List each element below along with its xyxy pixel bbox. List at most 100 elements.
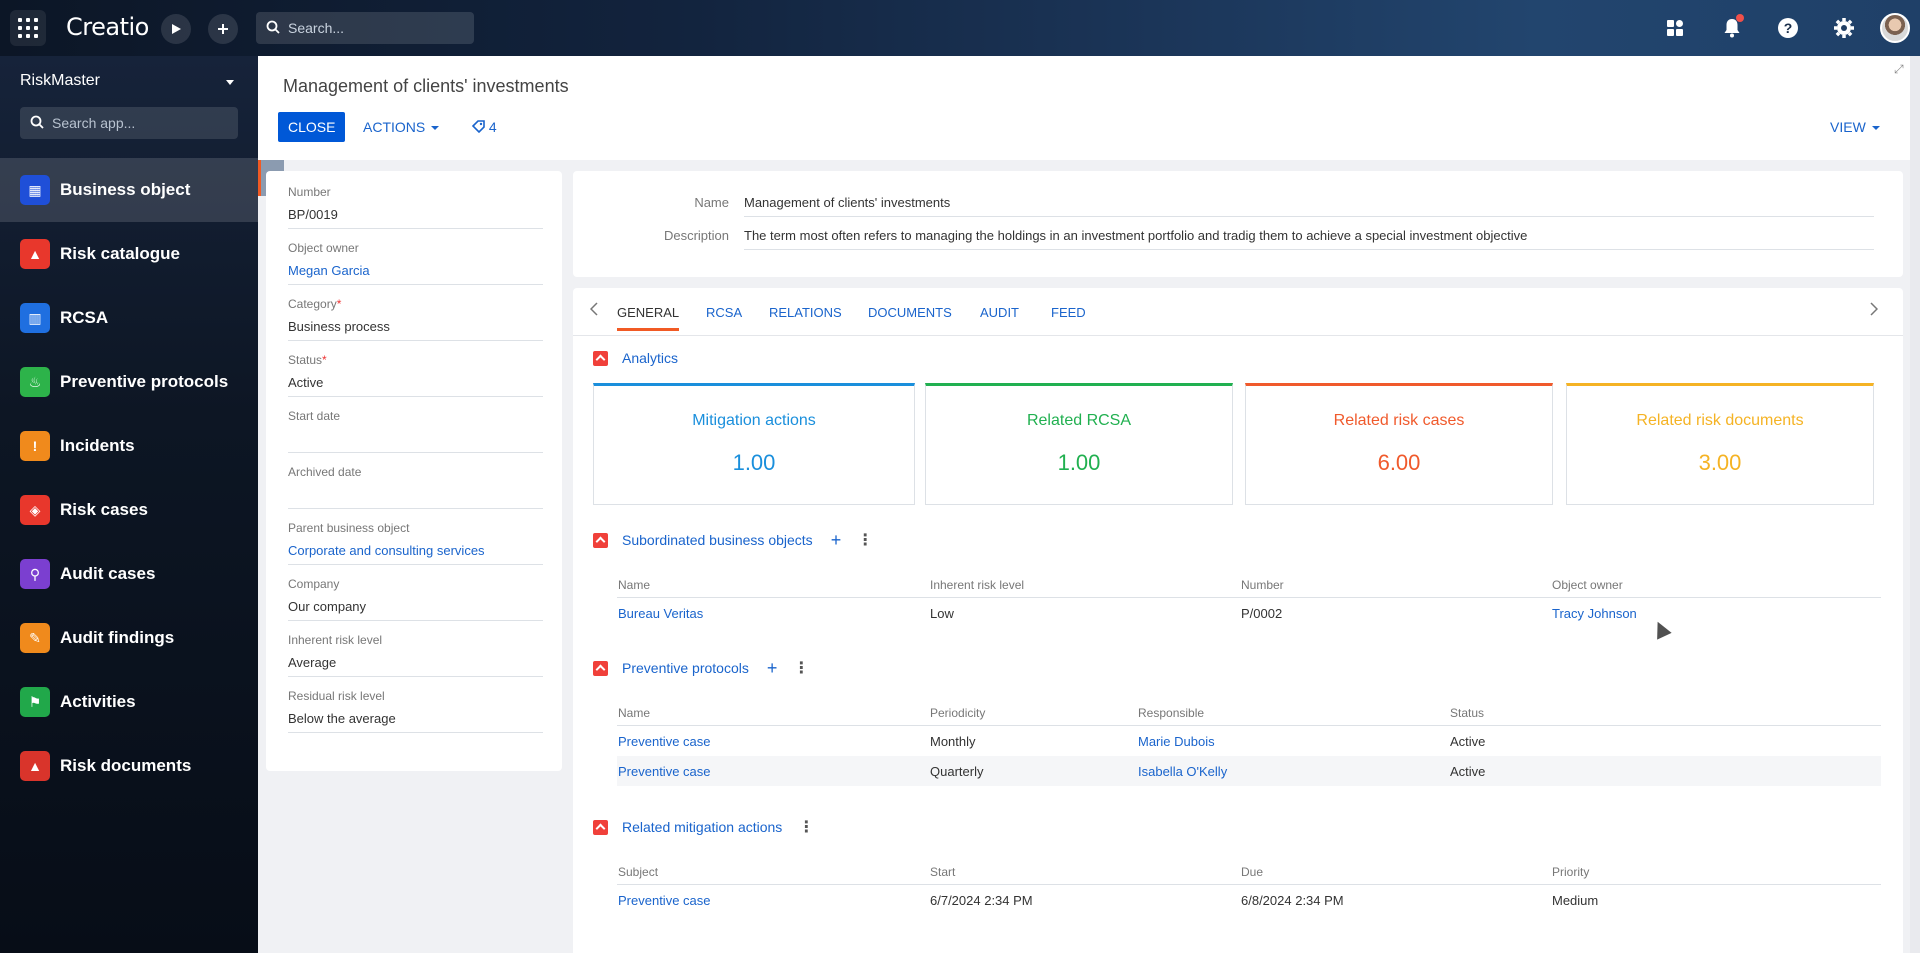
app-search-input[interactable]: Search app... <box>20 107 238 139</box>
column-header[interactable]: Responsible <box>1138 706 1205 720</box>
field-value[interactable]: Below the average <box>288 711 543 733</box>
column-header[interactable]: Name <box>618 578 651 592</box>
sidebar-item-business-object[interactable]: ▦ Business object <box>0 158 258 222</box>
more-options-icon[interactable]: ⋮ <box>793 660 809 677</box>
table-row[interactable]: Bureau Veritas Low P/0002 Tracy Johnson <box>617 598 1881 628</box>
tab-relations[interactable]: RELATIONS <box>769 305 842 320</box>
tab-feed[interactable]: FEED <box>1051 305 1086 320</box>
field-parent-business-object: Parent business object Corporate and cons… <box>288 521 543 565</box>
main-area: Management of clients' investments CLOSE… <box>258 56 1920 953</box>
apps-grid-icon[interactable] <box>10 10 46 46</box>
analytics-section-header[interactable]: Analytics <box>593 348 678 368</box>
sidebar-item-risk-documents[interactable]: ▲ Risk documents <box>0 734 258 798</box>
preventive-title[interactable]: Preventive protocols <box>622 660 749 676</box>
column-header[interactable]: Start <box>930 865 956 879</box>
field-inherent-risk-level: Inherent risk level Average <box>288 633 543 677</box>
table-cell[interactable]: Preventive case <box>618 764 711 779</box>
scrollbar[interactable] <box>1910 56 1920 953</box>
user-avatar[interactable] <box>1880 13 1910 43</box>
dashboards-icon[interactable] <box>1661 14 1689 42</box>
table-cell[interactable]: Tracy Johnson <box>1552 606 1637 621</box>
sidebar-item-risk-cases[interactable]: ◈ Risk cases <box>0 478 258 542</box>
column-header[interactable]: Priority <box>1552 865 1590 879</box>
tags-button[interactable]: 4 <box>471 119 497 135</box>
column-header[interactable]: Number <box>1241 578 1284 592</box>
table-row[interactable]: Preventive case Quarterly Isabella O'Kelly… <box>617 756 1881 786</box>
more-options-icon[interactable]: ⋮ <box>857 532 873 549</box>
column-header[interactable]: Object owner <box>1552 578 1623 592</box>
collapse-icon[interactable] <box>593 660 608 676</box>
workspace-caret-icon[interactable] <box>226 80 234 85</box>
sidebar-item-activities[interactable]: ⚑ Activities <box>0 670 258 734</box>
description-field[interactable]: The term most often refers to managing t… <box>744 228 1874 250</box>
collapse-icon[interactable] <box>593 350 608 366</box>
sidebar-item-audit-findings[interactable]: ✎ Audit findings <box>0 606 258 670</box>
field-value[interactable]: Business process <box>288 319 543 341</box>
mitigation-title[interactable]: Related mitigation actions <box>622 819 783 835</box>
column-header[interactable]: Due <box>1241 865 1264 879</box>
workspace-title[interactable]: RiskMaster <box>20 72 101 89</box>
column-header[interactable]: Status <box>1450 706 1485 720</box>
sidebar-item-label: Incidents <box>60 436 135 455</box>
table-cell[interactable]: Isabella O'Kelly <box>1138 764 1228 779</box>
table-cell: Active <box>1450 734 1486 749</box>
field-label-text: Residual risk level <box>288 689 385 703</box>
kpi-title: Related RCSA <box>1026 412 1132 429</box>
field-value[interactable]: Our company <box>288 599 543 621</box>
chevron-down-icon <box>1871 126 1880 131</box>
field-value[interactable]: Megan Garcia <box>288 263 543 285</box>
field-value[interactable] <box>288 431 543 453</box>
table-cell[interactable]: Preventive case <box>618 734 711 749</box>
column-header[interactable]: Inherent risk level <box>930 578 1025 592</box>
field-value[interactable] <box>288 487 543 509</box>
bell-icon[interactable] <box>1718 14 1746 42</box>
field-value[interactable]: Corporate and consulting services <box>288 543 543 565</box>
kpi-tile-mitigation-actions[interactable]: Mitigation actions 1.00 <box>593 383 915 505</box>
sidebar-item-preventive-protocols[interactable]: ♨ Preventive protocols <box>0 350 258 414</box>
table-row[interactable]: Preventive case Monthly Marie Dubois Active <box>617 726 1881 756</box>
chevron-right-icon[interactable] <box>1870 302 1879 321</box>
view-button[interactable]: VIEW <box>1830 119 1880 135</box>
add-icon[interactable]: + <box>830 530 842 550</box>
add-icon[interactable]: + <box>766 658 778 678</box>
field-value[interactable]: BP/0019 <box>288 207 543 229</box>
sidebar-item-audit-cases[interactable]: ⚲ Audit cases <box>0 542 258 606</box>
kpi-tile-related-rcsa[interactable]: Related RCSA 1.00 <box>925 383 1233 505</box>
column-header[interactable]: Periodicity <box>930 706 986 720</box>
column-header[interactable]: Name <box>618 706 651 720</box>
tab-audit[interactable]: AUDIT <box>980 305 1019 320</box>
sidebar-item-incidents[interactable]: ! Incidents <box>0 414 258 478</box>
chevron-left-icon[interactable] <box>589 302 598 321</box>
field-value[interactable]: Average <box>288 655 543 677</box>
table-header: Name Inherent risk level Number Object owne… <box>617 568 1881 598</box>
collapse-icon[interactable] <box>593 819 608 835</box>
collapse-icon[interactable] <box>593 532 608 548</box>
sidebar-item-risk-catalogue[interactable]: ▲ Risk catalogue <box>0 222 258 286</box>
add-icon[interactable] <box>208 14 238 44</box>
table-row[interactable]: Preventive case 6/7/2024 2:34 PM 6/8/2024 … <box>617 885 1881 915</box>
kpi-tile-related-risk-documents[interactable]: Related risk documents 3.00 <box>1566 383 1874 505</box>
tab-rcsa[interactable]: RCSA <box>706 305 743 320</box>
field-value[interactable]: Active <box>288 375 543 397</box>
table-cell[interactable]: Marie Dubois <box>1138 734 1215 749</box>
global-search-input[interactable]: Search... <box>256 12 474 44</box>
tab-general[interactable]: GENERAL <box>617 305 680 331</box>
name-description-panel: Name Management of clients' investments … <box>573 171 1903 277</box>
run-process-icon[interactable] <box>161 14 191 44</box>
table-cell: 6/7/2024 2:34 PM <box>930 893 1033 908</box>
name-field[interactable]: Management of clients' investments <box>744 195 1874 217</box>
gear-icon[interactable] <box>1830 14 1858 42</box>
help-icon[interactable]: ? <box>1774 14 1802 42</box>
sidebar-item-rcsa[interactable]: ▥ RCSA <box>0 286 258 350</box>
more-options-icon[interactable]: ⋮ <box>798 819 814 836</box>
actions-button[interactable]: ACTIONS <box>363 119 440 135</box>
table-cell[interactable]: Preventive case <box>618 893 711 908</box>
name-label: Name <box>694 195 729 210</box>
expand-icon[interactable]: ⤢ <box>1894 62 1904 76</box>
table-cell[interactable]: Bureau Veritas <box>618 606 704 621</box>
kpi-tile-related-risk-cases[interactable]: Related risk cases 6.00 <box>1245 383 1553 505</box>
tab-documents[interactable]: DOCUMENTS <box>868 305 952 320</box>
subordinated-title[interactable]: Subordinated business objects <box>622 532 813 548</box>
close-button[interactable]: CLOSE <box>278 112 346 142</box>
column-header[interactable]: Subject <box>618 865 659 879</box>
